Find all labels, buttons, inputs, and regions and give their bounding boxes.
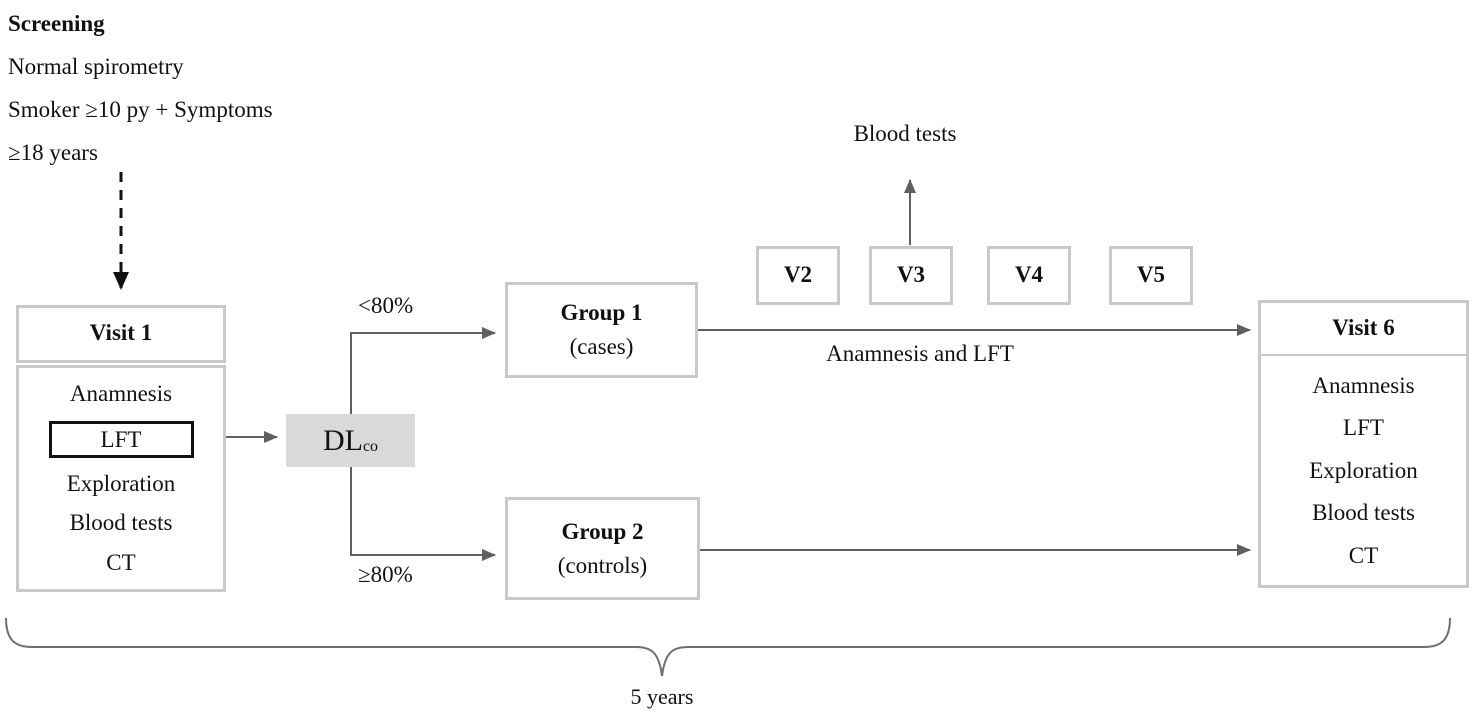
visit1-header-box: Visit 1 — [16, 305, 226, 363]
visit2-box: V2 — [756, 246, 840, 305]
visit3-box: V3 — [869, 246, 953, 305]
group1-title: Group 1 — [560, 300, 643, 325]
visit3-label: V3 — [896, 262, 926, 287]
visit6-body: Anamnesis LFT Exploration Blood tests CT — [1261, 356, 1466, 585]
visit1-item-ct: CT — [106, 549, 136, 575]
five-years-brace — [5, 617, 1451, 677]
visit6-item-exploration: Exploration — [1309, 457, 1418, 483]
dlco-label: DL — [322, 423, 363, 457]
screening-criterion: Smoker ≥10 py + Symptoms — [8, 97, 273, 122]
visit6-item-lft: LFT — [1343, 415, 1384, 440]
visit1-item-exploration: Exploration — [66, 470, 176, 496]
blood-tests-label: Blood tests — [853, 121, 957, 146]
branch-label-over-80: ≥80% — [358, 562, 413, 587]
screening-criterion: ≥18 years — [8, 140, 98, 165]
visit1-lft-box: LFT — [48, 420, 194, 458]
timeline-duration-label: 5 years — [630, 684, 694, 709]
branch-upper-to-group1 — [350, 327, 496, 414]
visit1-item-lft: LFT — [100, 426, 142, 452]
dlco-node: DL co — [286, 414, 415, 467]
screening-title: Screening — [8, 11, 105, 36]
visit6-title: Visit 6 — [1332, 315, 1395, 340]
visit2-label: V2 — [783, 262, 813, 287]
screening-criteria: Screening Normal spirometry Smoker ≥10 p… — [8, 2, 273, 174]
visit5-label: V5 — [1136, 262, 1166, 287]
visit1-item-anamnesis: Anamnesis — [69, 381, 173, 407]
group2-title: Group 2 — [561, 518, 644, 544]
visit6-box: Visit 6 Anamnesis LFT Exploration Blood … — [1258, 300, 1469, 588]
visit6-header: Visit 6 — [1261, 303, 1466, 356]
visit4-box: V4 — [987, 246, 1071, 305]
group2-subtitle: (controls) — [557, 552, 648, 578]
screening-criterion: Normal spirometry — [8, 54, 184, 79]
visit1-title: Visit 1 — [89, 320, 153, 345]
group1-subtitle: (cases) — [569, 334, 634, 359]
group2-box: Group 2 (controls) — [505, 497, 700, 600]
group1-box: Group 1 (cases) — [505, 282, 698, 378]
visit5-box: V5 — [1109, 246, 1193, 305]
visit6-item-anamnesis: Anamnesis — [1312, 372, 1415, 398]
visit1-body-box: Anamnesis LFT Exploration Blood tests CT — [16, 365, 226, 592]
visit6-item-ct: CT — [1348, 542, 1379, 568]
visit6-item-blood-tests: Blood tests — [1312, 500, 1415, 525]
branch-label-under-80: <80% — [358, 293, 414, 318]
follow-up-label: Anamnesis and LFT — [826, 341, 1014, 366]
branch-lower-to-group2 — [350, 467, 496, 561]
visit1-item-blood-tests: Blood tests — [69, 510, 173, 536]
visit4-label: V4 — [1014, 262, 1044, 287]
